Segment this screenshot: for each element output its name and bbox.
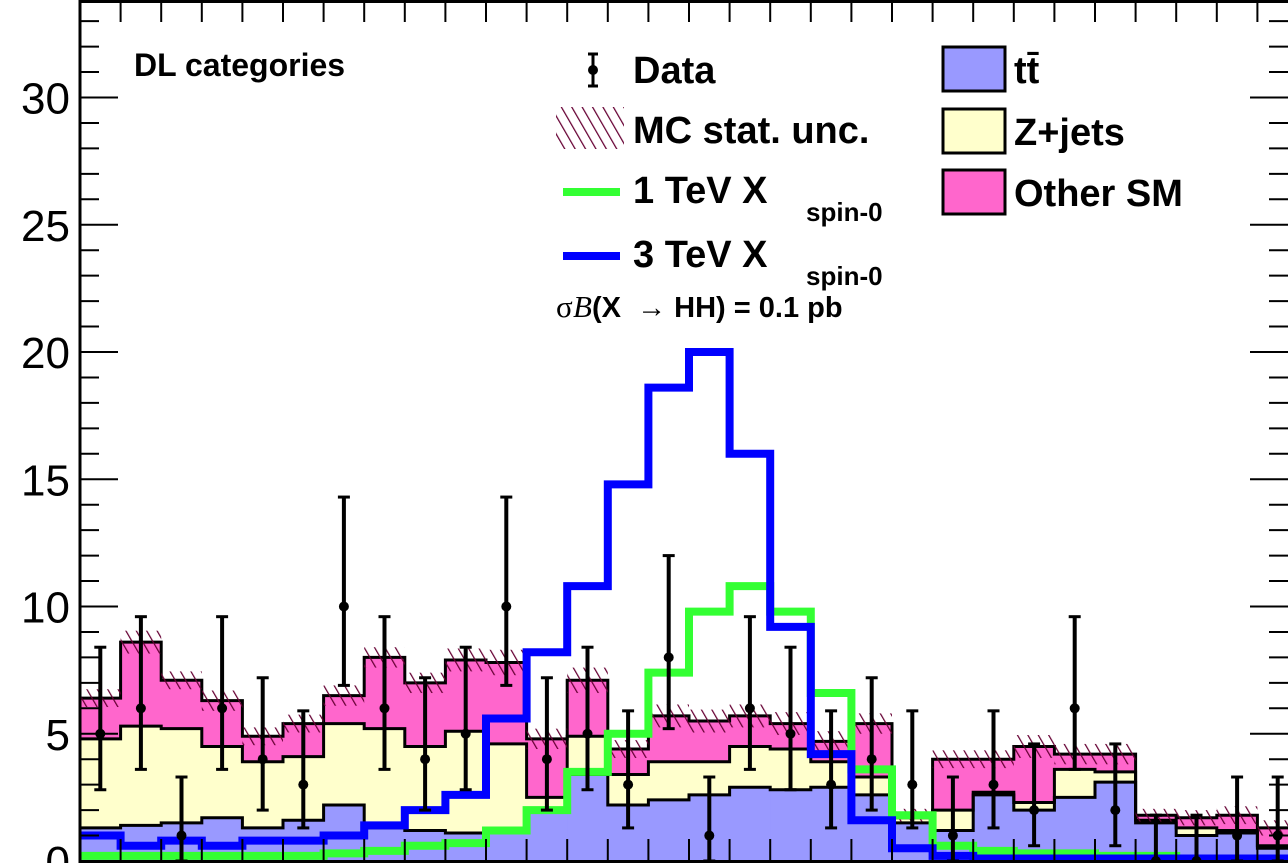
data-point [501,601,512,612]
cross-section-note: σ B (X → HH) = 0.1 pb [556,289,843,324]
data-point [135,703,146,714]
legend-label-signal-1tev: 1 TeV X [633,170,768,212]
y-tick-label: 15 [21,456,70,505]
bar-ttbar [648,799,690,861]
y-tick-label: 5 [46,711,70,760]
cross-section-text: (X → HH) = 0.1 pb [592,292,843,324]
data-point [176,830,187,841]
bar-zjets [323,723,365,806]
data-point [420,754,431,765]
data-point [582,728,593,739]
data-point [704,830,715,841]
legend-ttbar-swatch [941,45,1007,93]
data-point [947,830,958,841]
y-tick-label: 20 [21,329,70,378]
data-point [866,754,877,765]
data-point [541,754,552,765]
mc-stat-unc-box [932,750,974,769]
mc-stat-unc-box [689,709,730,733]
legend-item-mcstat: MC stat. unc. [556,107,869,152]
bar-ttbar [364,827,406,861]
bar-zjets [648,761,690,800]
data-point [988,779,999,790]
data-point [907,779,918,790]
data-point [217,703,228,714]
legend-item-data: Data [588,50,716,92]
data-point [1069,703,1080,714]
data-point [379,703,390,714]
legend-label-zjets: Z+jets [1014,112,1125,154]
outline-ttbar [80,772,1288,850]
data-point [744,703,755,714]
legend-item-zjets: Z+jets [941,107,1125,155]
data-point [338,601,349,612]
y-tick-label: 0 [46,838,70,863]
y-tick-label: 30 [21,75,70,124]
legend-other-swatch [941,168,1007,216]
cross-section-b: B [573,289,592,324]
data-point [826,779,837,790]
bar-zjets [1054,769,1096,798]
legend-item-signal-3tev: 3 TeV X spin-0 [563,234,883,291]
legend-sub-signal-3tev: spin-0 [806,261,883,291]
data-point [1110,805,1121,816]
data-point [460,728,471,739]
data-points [94,495,1284,863]
bar-zjets [486,743,528,831]
bar-ttbar [770,789,812,861]
legend-sub-signal-1tev: spin-0 [806,197,883,227]
data-point [257,754,268,765]
bar-ttbar [526,810,568,861]
legend-data-marker [588,65,598,75]
legend-item-signal-1tev: 1 TeV X spin-0 [563,170,883,227]
legend-item-ttbar: tt̄ [941,45,1040,93]
y-axis-ticks [79,0,1288,862]
data-point [298,779,309,790]
legend-label-ttbar: tt̄ [1014,50,1040,92]
legend-label-mcstat: MC stat. unc. [633,110,869,152]
legend-label-data: Data [633,50,716,92]
legend-mcstat-swatch [556,107,624,149]
mc-stat-unc-box [161,671,202,690]
bar-ttbar [729,787,771,861]
data-point [785,728,796,739]
plot-frame [78,0,1288,863]
data-point [623,779,634,790]
y-tick-label: 25 [21,202,70,251]
y-axis-tick-labels: 0 5 10 15 20 25 30 [21,75,70,863]
mc-stat-unc-box [323,685,365,706]
outline-zjets [80,722,1288,848]
legend-label-signal-3tev: 3 TeV X [633,234,768,276]
mc-stat-unc-box [1257,820,1288,836]
data-point [663,652,674,663]
legend-item-other: Other SM [941,168,1183,216]
category-label: DL categories [134,47,345,83]
data-point [1232,830,1243,841]
legend-label-other: Other SM [1014,173,1183,215]
legend-zjets-swatch [941,107,1007,155]
data-point [1029,805,1040,816]
legend: Data MC stat. unc. 1 TeV X spin-0 3 TeV … [556,45,1183,291]
y-tick-label: 10 [21,584,70,633]
bar-ttbar [486,830,528,861]
cross-section-sigma: σ [556,289,573,324]
